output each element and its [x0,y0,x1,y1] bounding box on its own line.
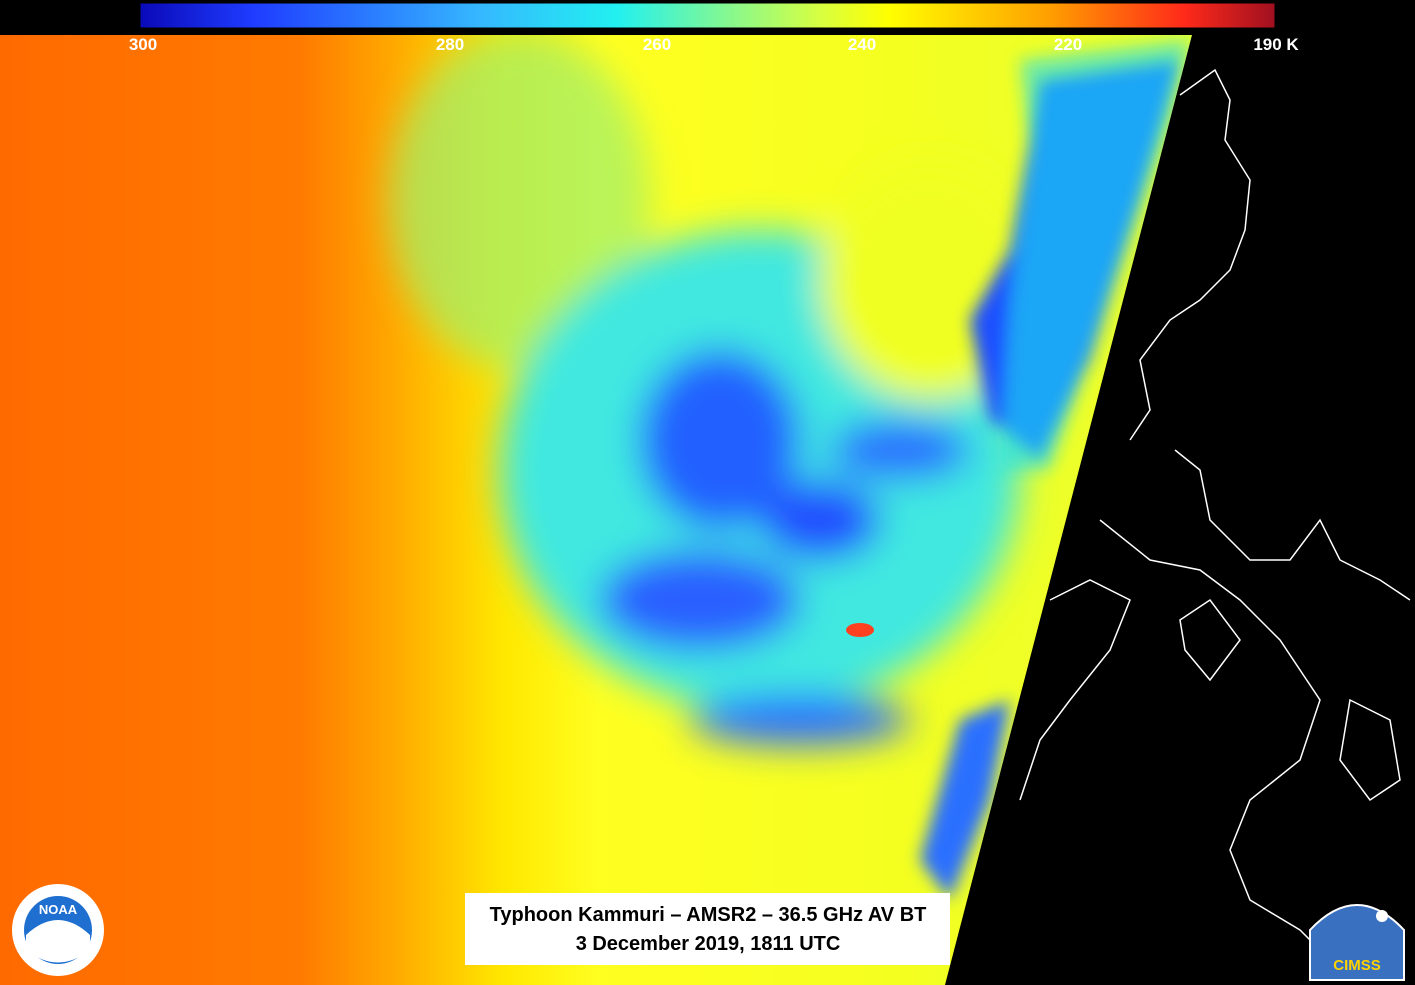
caption-date: 3 December 2019, 1811 UTC [576,933,841,955]
colorbar-tick: 300 [129,35,157,54]
noaa-text: NOAA [39,902,78,917]
colorbar-tick: 190 K [1253,35,1299,54]
coastlines [1019,68,1411,961]
colorbar-tick: 260 [643,35,671,54]
caption-title: Typhoon Kammuri – AMSR2 – 36.5 GHz AV BT [490,904,927,926]
colorbar-tick: 240 [848,35,876,54]
colorbar-tick: 280 [436,35,464,54]
swath [0,35,1192,985]
cimss-logo: CIMSS [1309,904,1405,981]
noaa-logo: NOAA [12,884,104,976]
caption-box [465,893,950,965]
colorbar-tick: 220 [1054,35,1082,54]
colorbar [139,2,1276,29]
cimss-text: CIMSS [1333,957,1381,974]
